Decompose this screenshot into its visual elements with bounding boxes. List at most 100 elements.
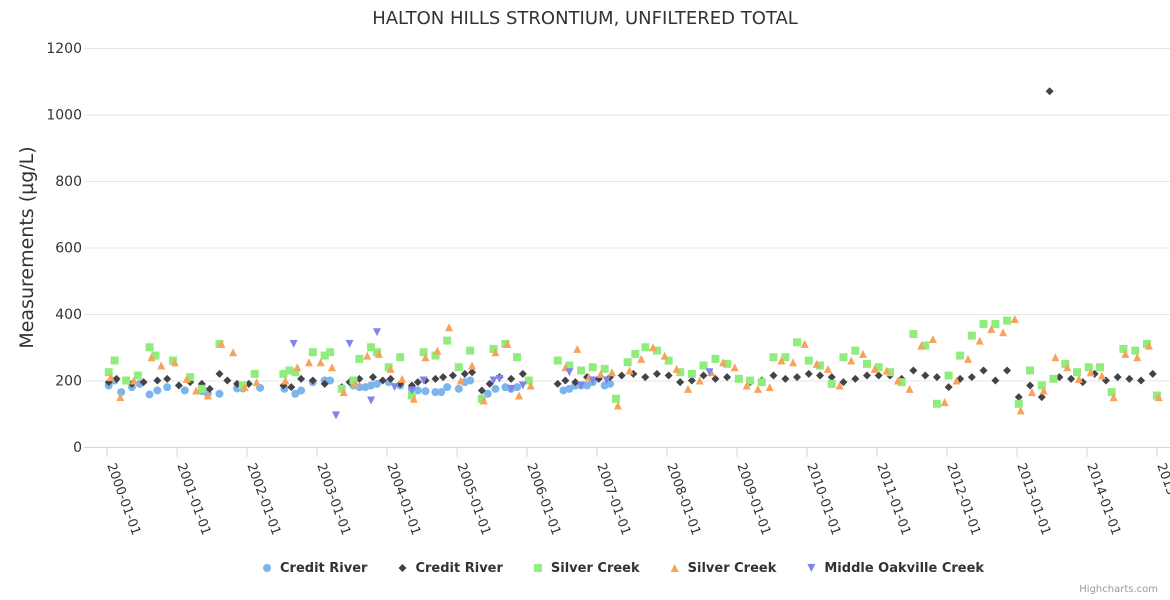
data-point[interactable]: 2005-03-10: 200 <box>466 376 475 385</box>
data-point[interactable]: 2002-10-10: 170 <box>297 386 306 395</box>
data-point[interactable]: 2005-11-10: 270 <box>513 353 522 362</box>
data-point[interactable]: 2013-03-10: 185 <box>1026 381 1035 390</box>
data-point[interactable]: 2009-12-20: 310 <box>800 339 809 348</box>
data-point[interactable]: 2013-01-20: 110 <box>1016 406 1025 415</box>
data-point[interactable]: 2000-06-10: 215 <box>133 371 142 380</box>
data-point[interactable]: 2009-09-10: 270 <box>781 353 790 362</box>
data-point[interactable]: 2008-03-10: 195 <box>676 378 685 387</box>
data-point[interactable]: 2003-01-20: 255 <box>316 358 325 367</box>
data-point[interactable]: 2012-11-10: 230 <box>1003 366 1012 375</box>
data-point[interactable]: 2005-01-10: 175 <box>454 384 463 393</box>
data-point[interactable]: 2015-01-10: 150 <box>1154 393 1163 402</box>
data-point[interactable]: 2005-07-20: 175 <box>491 384 500 393</box>
data-point[interactable]: 2006-10-10: 185 <box>577 381 586 390</box>
data-point[interactable]: 2006-12-10: 240 <box>588 363 597 372</box>
data-point[interactable]: 2007-06-10: 255 <box>623 358 632 367</box>
data-point[interactable]: 2002-07-20: 200 <box>281 376 290 385</box>
data-point[interactable]: 2002-11-20: 255 <box>304 358 313 367</box>
data-point[interactable]: 2012-01-10: 180 <box>944 383 953 392</box>
data-point[interactable]: 2010-04-20: 235 <box>823 364 832 373</box>
data-point[interactable]: 2007-03-10: 190 <box>606 379 615 388</box>
data-point[interactable]: 2002-08-20: 180 <box>287 383 296 392</box>
data-point[interactable]: 2003-11-10: 345 <box>373 328 382 337</box>
data-point[interactable]: 2013-11-10: 225 <box>1073 368 1082 377</box>
data-point[interactable]: 2003-10-10: 140 <box>367 396 376 405</box>
data-point[interactable]: 2000-07-10: 195 <box>139 378 148 387</box>
data-point[interactable]: 2000-01-20: 210 <box>106 373 115 382</box>
data-point[interactable]: 2006-08-10: 245 <box>565 361 574 370</box>
legend-item[interactable]: Credit River <box>263 561 368 576</box>
data-point[interactable]: 2010-02-20: 250 <box>812 359 821 368</box>
data-point[interactable]: 2005-05-10: 145 <box>477 394 486 403</box>
data-point[interactable]: 2007-11-10: 290 <box>652 346 661 355</box>
data-point[interactable]: 2013-05-20: 170 <box>1039 386 1048 395</box>
data-point[interactable]: 2004-11-10: 180 <box>443 383 452 392</box>
legend-item[interactable]: Silver Creek <box>533 561 640 576</box>
data-point[interactable]: 2013-10-10: 205 <box>1067 374 1076 383</box>
legend-item[interactable]: Middle Oakville Creek <box>807 561 984 576</box>
data-point[interactable]: 2010-07-10: 270 <box>839 353 848 362</box>
data-point[interactable]: 2011-12-20: 135 <box>940 398 949 407</box>
data-point[interactable]: 2006-06-10: 190 <box>553 379 562 388</box>
data-point[interactable]: 2014-03-20: 215 <box>1097 371 1106 380</box>
data-point[interactable]: 2004-09-10: 205 <box>431 374 440 383</box>
data-point[interactable]: 2004-11-20: 360 <box>445 323 454 332</box>
data-point[interactable]: 2001-04-10: 170 <box>192 386 201 395</box>
data-point[interactable]: 2008-07-10: 215 <box>699 371 708 380</box>
data-point[interactable]: 2011-04-20: 200 <box>893 376 902 385</box>
data-point[interactable]: 2000-03-10: 150 <box>116 393 125 402</box>
data-point[interactable]: 2002-08-10: 230 <box>285 366 294 375</box>
data-point[interactable]: 2014-05-20: 150 <box>1109 393 1118 402</box>
data-point[interactable]: 2002-02-10: 220 <box>250 369 259 378</box>
data-point[interactable]: 2008-06-20: 200 <box>695 376 704 385</box>
data-point[interactable]: 2000-02-20: 205 <box>112 374 121 383</box>
data-point[interactable]: 2010-12-20: 235 <box>870 364 879 373</box>
data-point[interactable]: 2003-03-10: 285 <box>326 348 335 357</box>
data-point[interactable]: 2002-09-01: 310 <box>289 339 298 348</box>
data-point[interactable]: 2012-09-10: 370 <box>991 319 1000 328</box>
data-point[interactable]: 2007-04-10: 145 <box>611 394 620 403</box>
data-point[interactable]: 2007-11-10: 220 <box>652 369 661 378</box>
data-point[interactable]: 2004-10-20: 210 <box>439 373 448 382</box>
data-point[interactable]: 2010-06-20: 185 <box>835 381 844 390</box>
data-point[interactable]: 2001-06-10: 155 <box>203 391 212 400</box>
data-point[interactable]: 2002-02-20: 195 <box>252 378 261 387</box>
data-point[interactable]: 2014-01-20: 225 <box>1086 368 1095 377</box>
data-point[interactable]: 2014-11-20: 305 <box>1144 341 1153 350</box>
data-point[interactable]: 2003-07-20: 190 <box>351 379 360 388</box>
data-point[interactable]: 2002-12-10: 200 <box>308 376 317 385</box>
data-point[interactable]: 2006-08-10: 175 <box>565 384 574 393</box>
data-point[interactable]: 2006-08-10: 225 <box>565 368 574 377</box>
data-point[interactable]: 2012-07-10: 370 <box>979 319 988 328</box>
data-point[interactable]: 2012-01-10: 215 <box>944 371 953 380</box>
data-point[interactable]: 2014-10-10: 200 <box>1137 376 1146 385</box>
data-point[interactable]: 2011-10-20: 325 <box>928 334 937 343</box>
data-point[interactable]: 2008-05-10: 200 <box>687 376 696 385</box>
data-point[interactable]: 2006-01-20: 185 <box>526 381 535 390</box>
data-point[interactable]: 2008-09-10: 265 <box>711 354 720 363</box>
data-point[interactable]: 2011-07-10: 230 <box>909 366 918 375</box>
legend-item[interactable]: Silver Creek <box>670 561 777 576</box>
data-point[interactable]: 2005-12-10: 185 <box>518 381 527 390</box>
data-point[interactable]: 2000-09-20: 170 <box>153 386 162 395</box>
data-point[interactable]: 2010-07-10: 195 <box>839 378 848 387</box>
data-point[interactable]: 2008-11-10: 210 <box>723 373 732 382</box>
data-point[interactable]: 2000-05-20: 200 <box>129 376 138 385</box>
data-point[interactable]: 2009-05-10: 195 <box>757 378 766 387</box>
data-point[interactable]: 2010-05-10: 190 <box>827 379 836 388</box>
data-point[interactable]: 2010-09-10: 290 <box>851 346 860 355</box>
data-point[interactable]: 2012-03-10: 275 <box>956 351 965 360</box>
data-point[interactable]: 2009-06-20: 180 <box>765 383 774 392</box>
data-point[interactable]: 2000-08-10: 158 <box>145 390 154 399</box>
data-point[interactable]: 2008-07-10: 245 <box>699 361 708 370</box>
data-point[interactable]: 2012-10-20: 345 <box>999 328 1008 337</box>
data-point[interactable]: 2007-03-20: 225 <box>607 368 616 377</box>
data-point[interactable]: 2007-02-20: 200 <box>602 376 611 385</box>
data-point[interactable]: 2003-10-20: 210 <box>368 373 377 382</box>
data-point[interactable]: 2003-09-20: 275 <box>363 351 372 360</box>
data-point[interactable]: 2005-12-10: 220 <box>518 369 527 378</box>
data-point[interactable]: 2004-03-20: 205 <box>398 374 407 383</box>
data-point[interactable]: 2009-03-10: 200 <box>746 376 755 385</box>
data-point[interactable]: 2014-07-20: 280 <box>1121 349 1130 358</box>
data-point[interactable]: 2001-08-20: 310 <box>217 339 226 348</box>
